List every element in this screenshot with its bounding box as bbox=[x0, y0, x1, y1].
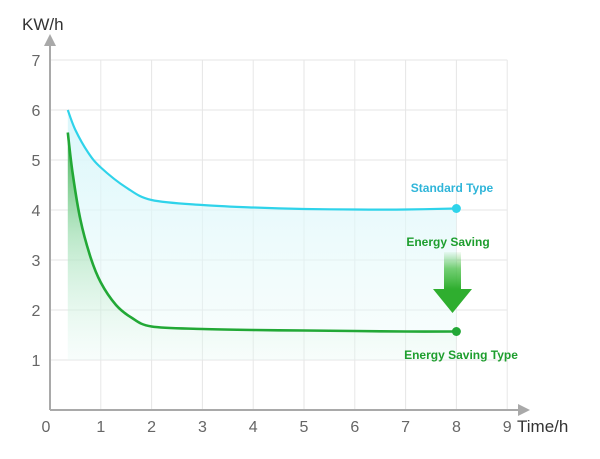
x-tick-label: 8 bbox=[452, 419, 461, 436]
energy-saving-label: Energy Saving bbox=[406, 235, 489, 249]
y-tick-label: 6 bbox=[32, 103, 41, 120]
x-tick-label: 9 bbox=[503, 419, 512, 436]
standard-type-area bbox=[67, 110, 457, 360]
energy-saving-type-area bbox=[67, 132, 457, 360]
axes bbox=[44, 34, 530, 416]
x-tick-label: 5 bbox=[300, 419, 309, 436]
y-tick-label: 1 bbox=[32, 353, 41, 370]
x-axis-arrow bbox=[518, 404, 530, 416]
energy-saving-type-label: Energy Saving Type bbox=[404, 348, 518, 362]
y-tick-label: 2 bbox=[32, 303, 41, 320]
x-tick-label: 4 bbox=[249, 419, 258, 436]
y-tick-label: 3 bbox=[32, 253, 41, 270]
y-axis-title: KW/h bbox=[22, 15, 64, 34]
x-tick-label: 2 bbox=[147, 419, 156, 436]
y-tick-label: 4 bbox=[32, 203, 41, 220]
x-tick-label: 7 bbox=[401, 419, 410, 436]
x-axis-title: Time/h bbox=[517, 417, 568, 436]
down-arrow-icon bbox=[433, 252, 472, 313]
x-tick-label: 3 bbox=[198, 419, 207, 436]
standard-type-line bbox=[66, 109, 457, 211]
y-tick-label: 5 bbox=[32, 153, 41, 170]
y-tick-label: 7 bbox=[32, 53, 41, 70]
energy-saving-type-endpoint bbox=[451, 327, 461, 336]
standard-type-label: Standard Type bbox=[411, 181, 494, 195]
y-axis-arrow bbox=[44, 34, 56, 46]
tick-labels: 0 1 2 3 4 5 6 7 8 9 1 2 3 4 5 6 7 bbox=[32, 53, 512, 436]
energy-saving-type-line bbox=[66, 132, 457, 333]
standard-type-endpoint bbox=[451, 204, 461, 213]
x-tick-label: 0 bbox=[42, 419, 51, 436]
x-tick-label: 1 bbox=[96, 419, 105, 436]
x-tick-label: 6 bbox=[350, 419, 359, 436]
